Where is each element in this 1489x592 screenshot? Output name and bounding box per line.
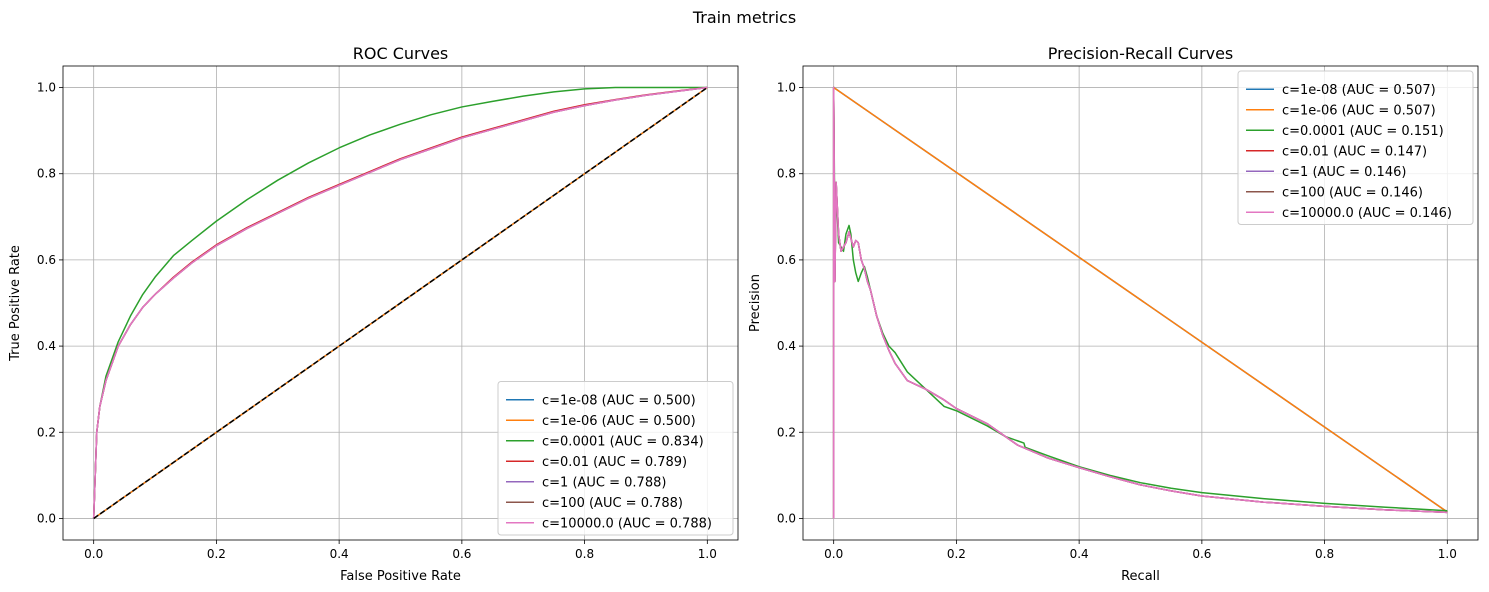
pr-y-tick-label: 1.0 [777,81,796,95]
figure-suptitle: Train metrics [692,8,796,27]
roc-x-tick-label: 0.0 [84,547,103,561]
pr-legend-entry: c=0.0001 (AUC = 0.151) [1282,124,1444,139]
pr-x-axis-label: Recall [1121,569,1160,584]
roc-x-tick-label: 0.6 [452,547,471,561]
pr-x-tick-label: 0.2 [947,547,966,561]
pr-axes-frame [802,65,1479,541]
pr-y-tick-label: 0.2 [777,425,796,439]
roc-legend-entry: c=0.0001 (AUC = 0.834) [542,434,704,449]
roc-y-tick-label: 0.6 [37,253,56,267]
roc-y-tick-label: 0.0 [37,511,56,525]
pr-series-line [832,86,1448,519]
roc-x-axis-label: False Positive Rate [340,569,461,584]
pr-legend-entry: c=0.01 (AUC = 0.147) [1282,144,1427,159]
roc-chart: 0.0 0.2 0.4 0.6 0.8 1.0 0.0 0.2 0.4 0.6 0.8 1.0 ROC … [8,44,739,584]
pr-y-tick-label: 0.4 [777,339,796,353]
roc-y-tick-label: 1.0 [37,81,56,95]
roc-x-tick-label: 0.8 [575,547,594,561]
roc-axes-frame [62,65,739,541]
roc-x-tick-label: 1.0 [698,547,717,561]
pr-y-tick-label: 0.8 [777,167,796,181]
roc-legend: c=1e-08 (AUC = 0.500) c=1e-06 (AUC = 0.50… [497,381,734,536]
pr-chart: 0.0 0.2 0.4 0.6 0.8 1.0 0.0 0.2 0.4 0.6 0.8 1.0 Prec… [748,44,1479,584]
roc-legend-entry: c=1e-08 (AUC = 0.500) [542,393,696,408]
roc-legend-entry: c=100 (AUC = 0.788) [542,496,683,511]
pr-x-tick-label: 0.6 [1192,547,1211,561]
roc-series-line [92,86,708,519]
pr-legend-entry: c=10000.0 (AUC = 0.146) [1282,206,1452,221]
roc-y-tick-label: 0.8 [37,167,56,181]
pr-legend-entry: c=1e-06 (AUC = 0.507) [1282,103,1436,118]
pr-legend-box [1237,70,1474,225]
pr-x-tick-label: 0.4 [1070,547,1089,561]
pr-x-tick-label: 0.8 [1315,547,1334,561]
roc-legend-entry: c=1 (AUC = 0.788) [542,475,666,490]
roc-y-tick-label: 0.4 [37,339,56,353]
pr-y-tick-label: 0.6 [777,253,796,267]
pr-series-line [833,86,1448,513]
roc-y-tick-label: 0.2 [37,425,56,439]
pr-legend-entry: c=100 (AUC = 0.146) [1282,185,1423,200]
pr-legend-entry: c=1e-08 (AUC = 0.507) [1282,83,1436,98]
pr-y-axis-label: Precision [748,274,763,332]
pr-x-tick-label: 1.0 [1438,547,1457,561]
pr-legend: c=1e-08 (AUC = 0.507) c=1e-06 (AUC = 0.50… [1237,70,1474,225]
pr-title: Precision-Recall Curves [1048,44,1234,63]
pr-legend-entry: c=1 (AUC = 0.146) [1282,165,1406,180]
roc-x-tick-label: 0.2 [207,547,226,561]
roc-legend-entry: c=10000.0 (AUC = 0.788) [542,516,712,531]
roc-y-axis-label: True Positive Rate [8,245,23,362]
roc-reference-diagonal [93,86,708,520]
roc-legend-entry: c=1e-06 (AUC = 0.500) [542,414,696,429]
roc-x-tick-label: 0.4 [330,547,349,561]
roc-series-line [92,86,708,519]
pr-y-tick-label: 0.0 [777,511,796,525]
roc-legend-entry: c=0.01 (AUC = 0.789) [542,455,687,470]
roc-title: ROC Curves [353,44,449,63]
roc-legend-box [497,381,734,536]
pr-x-tick-label: 0.0 [824,547,843,561]
